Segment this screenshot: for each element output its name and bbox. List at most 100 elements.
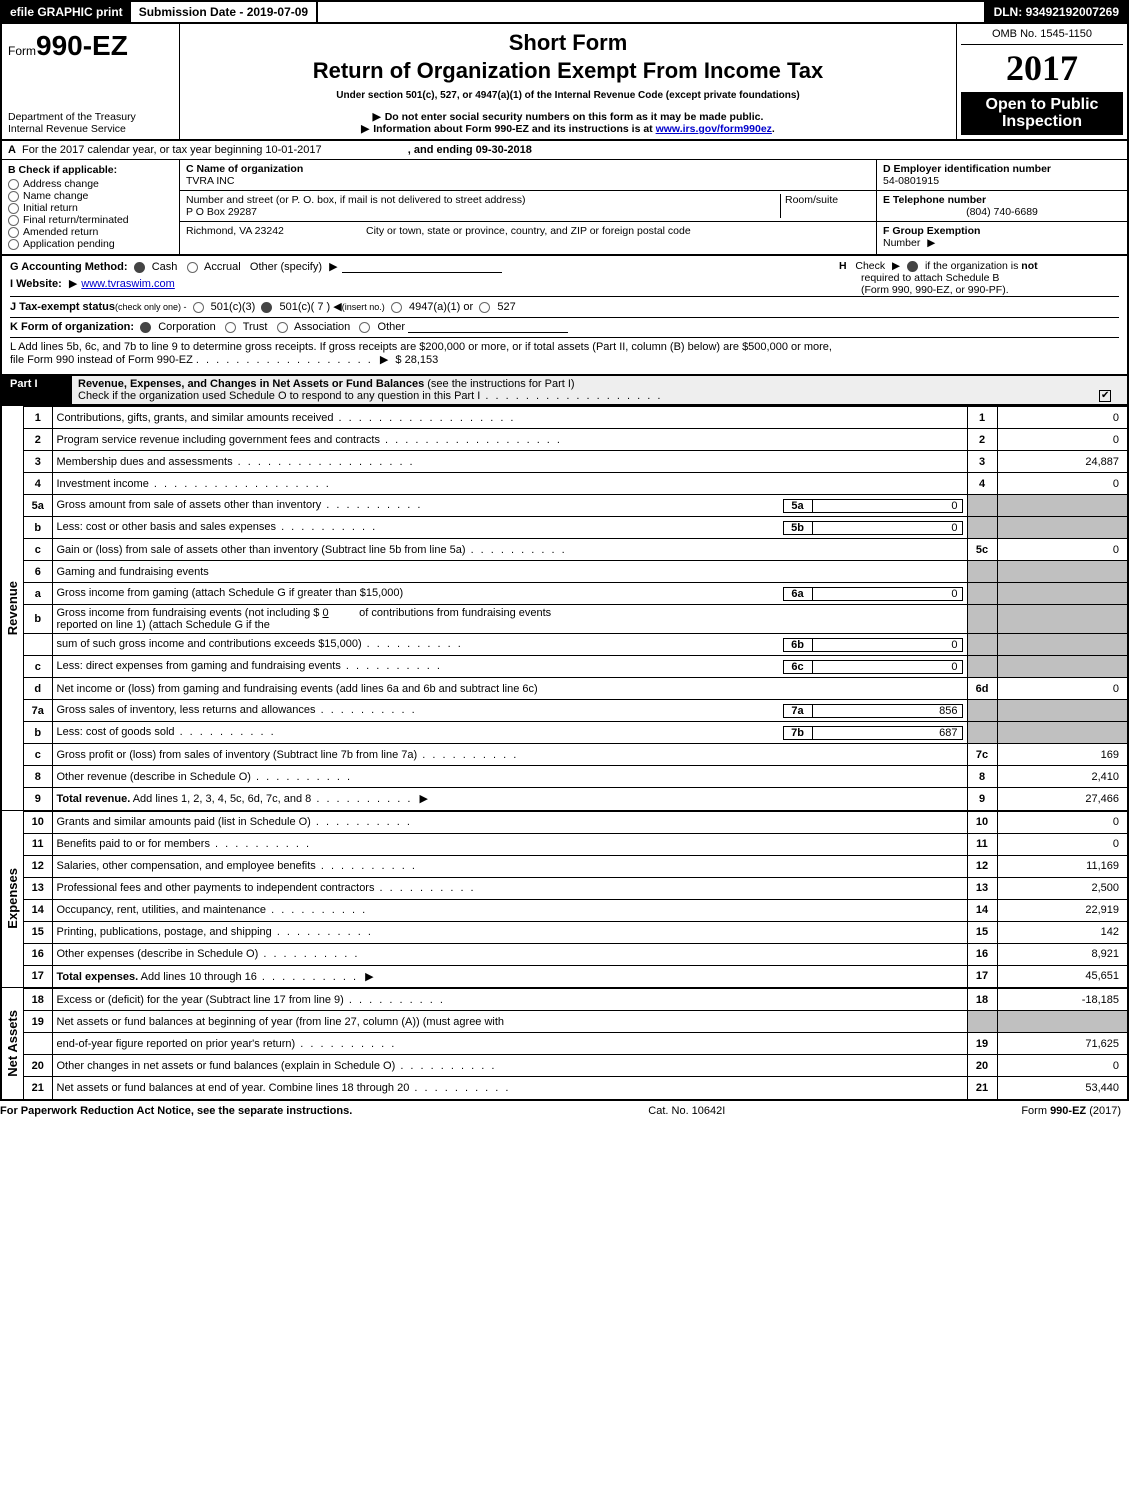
ln3-no: 3: [967, 451, 997, 473]
chk-corp[interactable]: [140, 322, 151, 333]
topbar: efile GRAPHIC print Submission Date - 20…: [0, 0, 1129, 22]
part1-header-row: Part I Revenue, Expenses, and Changes in…: [0, 376, 1129, 406]
ln5b-grey1: [967, 517, 997, 539]
chk-final-return[interactable]: [8, 215, 19, 226]
ln9-num: 9: [24, 788, 52, 810]
ln21-amt: 53,440: [997, 1077, 1127, 1099]
side-expenses: Expenses: [2, 811, 24, 988]
ln4-amt: 0: [997, 473, 1127, 495]
section-def: D Employer identification number 54-0801…: [877, 160, 1127, 254]
h-arrow-icon: [888, 260, 904, 272]
ln7a-desc: Gross sales of inventory, less returns a…: [52, 700, 967, 722]
ln17-num: 17: [24, 965, 52, 987]
netassets-section: Net Assets 18 Excess or (deficit) for th…: [0, 987, 1129, 1101]
ln5b-val: 0: [813, 521, 963, 535]
chk-amended-return[interactable]: [8, 227, 19, 238]
e-label: E Telephone number: [883, 194, 1121, 206]
f-row: F Group Exemption Number: [877, 222, 1127, 252]
ln6-grey1: [967, 561, 997, 583]
ln10-num: 10: [24, 811, 52, 833]
h-check: Check: [855, 260, 885, 272]
hdr-right: OMB No. 1545-1150 2017 Open to Public In…: [957, 24, 1127, 139]
ln6c-text: Less: direct expenses from gaming and fu…: [57, 660, 783, 674]
line-i: I Website: www.tvraswim.com: [10, 277, 839, 290]
chk-assoc[interactable]: [277, 322, 288, 333]
ln16-num: 16: [24, 943, 52, 965]
ln14-num: 14: [24, 899, 52, 921]
side-revenue: Revenue: [2, 406, 24, 810]
section-g-l: G Accounting Method: Cash Accrual Other …: [0, 256, 1129, 376]
ln6-grey2: [997, 561, 1127, 583]
ln7c-amt: 169: [997, 744, 1127, 766]
website-link[interactable]: www.tvraswim.com: [81, 278, 175, 290]
ln12-amt: 11,169: [997, 855, 1127, 877]
ln5c-desc: Gain or (loss) from sale of assets other…: [52, 539, 967, 561]
ln7b-val: 687: [813, 726, 963, 740]
part1-note: (see the instructions for Part I): [427, 378, 574, 390]
cal-pre: For the 2017 calendar year, or tax year …: [22, 144, 322, 156]
ln13-amt: 2,500: [997, 877, 1127, 899]
chk-other-org[interactable]: [359, 322, 370, 333]
chk-address-change[interactable]: [8, 179, 19, 190]
ln6b3-grey2: [997, 634, 1127, 656]
ln5a-val: 0: [813, 499, 963, 513]
ln6c-grey2: [997, 656, 1127, 678]
chk-name-change[interactable]: [8, 191, 19, 202]
schedule-o-checkbox[interactable]: [1099, 390, 1111, 402]
l-text1: L Add lines 5b, 6c, and 7b to line 9 to …: [10, 341, 832, 353]
ssn-warn-text: Do not enter social security numbers on …: [385, 111, 764, 123]
chk-501c[interactable]: [261, 302, 272, 313]
k-other: Other: [378, 321, 406, 333]
k-other-input[interactable]: [408, 321, 568, 333]
ln21-desc: Net assets or fund balances at end of ye…: [52, 1077, 967, 1099]
chk-527[interactable]: [479, 302, 490, 313]
letter-b: B: [8, 164, 16, 176]
chk-initial-return[interactable]: [8, 203, 19, 214]
ln4-no: 4: [967, 473, 997, 495]
ln5b-desc: Less: cost or other basis and sales expe…: [52, 517, 967, 539]
ln10-amt: 0: [997, 811, 1127, 833]
ln20-num: 20: [24, 1055, 52, 1077]
efile-label: efile GRAPHIC print: [2, 2, 131, 22]
revenue-section: Revenue 1 Contributions, gifts, grants, …: [0, 406, 1129, 810]
period: .: [772, 123, 775, 135]
short-form-title: Short Form: [188, 30, 948, 56]
h-line2: required to attach Schedule B: [839, 272, 1119, 284]
expenses-table: 10 Grants and similar amounts paid (list…: [24, 811, 1127, 988]
chk-accrual[interactable]: [187, 262, 198, 273]
ln11-num: 11: [24, 833, 52, 855]
side-expenses-text: Expenses: [5, 868, 20, 929]
g-other-input[interactable]: [342, 261, 502, 273]
ln5c-num: c: [24, 539, 52, 561]
foot-right-post: (2017): [1086, 1105, 1121, 1117]
ln6b-zero: 0: [322, 607, 328, 619]
ln19b-amt: 71,625: [997, 1033, 1127, 1055]
submission-date: Submission Date - 2019-07-09: [131, 2, 318, 22]
irs-instructions-link[interactable]: www.irs.gov/form990ez: [656, 123, 772, 135]
expenses-section: Expenses 10 Grants and similar amounts p…: [0, 810, 1129, 988]
chk-cash[interactable]: [134, 262, 145, 273]
chk-schedule-b[interactable]: [907, 261, 918, 272]
ln16-no: 16: [967, 943, 997, 965]
line-k: K Form of organization: Corporation Trus…: [10, 317, 1119, 333]
ln8-num: 8: [24, 766, 52, 788]
ln6c-box: 6c: [783, 660, 813, 674]
ln15-no: 15: [967, 921, 997, 943]
ln9-rest: Add lines 1, 2, 3, 4, 5c, 6d, 7c, and 8: [130, 793, 311, 805]
i-label: I Website:: [10, 278, 62, 290]
j-note: (check only one) -: [115, 302, 187, 312]
ln6b-num: b: [24, 605, 52, 634]
k-corp: Corporation: [158, 321, 215, 333]
ln19b-num: [24, 1033, 52, 1055]
opt-initial: Initial return: [23, 202, 78, 214]
ln5b-num: b: [24, 517, 52, 539]
ln12-no: 12: [967, 855, 997, 877]
chk-4947[interactable]: [391, 302, 402, 313]
chk-app-pending[interactable]: [8, 239, 19, 250]
chk-501c3[interactable]: [193, 302, 204, 313]
line-j: J Tax-exempt status(check only one) - 50…: [10, 296, 1119, 313]
k-label: K Form of organization:: [10, 321, 134, 333]
ln6b-desc: Gross income from fundraising events (no…: [52, 605, 967, 634]
chk-trust[interactable]: [225, 322, 236, 333]
ln6d-desc: Net income or (loss) from gaming and fun…: [52, 678, 967, 700]
